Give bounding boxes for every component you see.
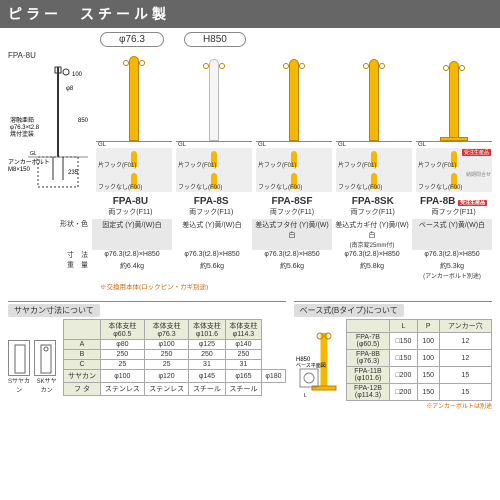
spec-wt-4: 約5.3kg(アンカーボルト別途) <box>412 260 492 281</box>
thumb-katahook: 片フック(F01) <box>96 148 172 170</box>
svg-text:GL: GL <box>30 151 37 157</box>
spec-height: H850 <box>184 32 246 47</box>
diagram-svg: 100 φ8 850 GL 235 溶融亜鉛 φ76.3×t2.8 焼付塗装 ア… <box>8 62 90 192</box>
svg-text:焼付塗装: 焼付塗装 <box>10 130 34 138</box>
spec-dim-2: φ76.3(t2.8)×H850 <box>252 250 332 260</box>
model-FPA-8SK: FPA-8SK 両フック(F11) <box>334 196 411 217</box>
product-FPA-8SF: GL片フック(F01)フックなし(F00) <box>256 51 332 194</box>
sayakan-table: 本体支柱φ60.5本体支柱φ76.3本体支柱φ101.6本体支柱φ114.3Aφ… <box>63 319 285 396</box>
header-title: ピラー スチール製 <box>8 6 170 22</box>
thumb-katahook: 片フック(F01) <box>176 148 252 170</box>
exchange-note: ※交換用本体(ロックピン・カギ別途) <box>8 281 492 291</box>
thumb-hooknashi: フックなし(F00) <box>256 170 332 192</box>
svg-text:溶融亜鉛: 溶融亜鉛 <box>10 116 34 124</box>
thumb-hooknashi: フックなし(F00) <box>176 170 252 192</box>
spec-wt-0: 約6.4kg <box>92 260 172 281</box>
spec-shape-2: 差込式フタ付 (Y)黄/(W)白 <box>252 219 332 250</box>
spec-dim-0: φ76.3(t2.8)×H850 <box>92 250 172 260</box>
sayakan-info: サヤカン寸法について Sサヤカン SKサヤカン 本体支柱φ60.5本体支柱φ76… <box>8 301 286 410</box>
label-wt: 重 量 <box>8 260 92 281</box>
model-FPA-8SF: FPA-8SF 両フック(F11) <box>254 196 331 217</box>
spec-dim-3: φ76.3(t2.8)×H850 <box>332 250 412 260</box>
product-row: GL片フック(F01)フックなし(F00)GL片フック(F01)フックなし(F0… <box>96 51 492 194</box>
model-FPA-8S: FPA-8S 両フック(F11) <box>173 196 250 217</box>
thumb-hooknashi: フックなし(F00) <box>336 170 412 192</box>
svg-text:アンカーボルト: アンカーボルト <box>8 158 50 166</box>
thumb-hooknashi: フックなし(F00)納期問合せ <box>416 170 492 192</box>
tech-diagram: FPA-8U 100 φ8 850 GL 235 溶融亜鉛 φ76.3×t2.8… <box>8 51 90 194</box>
top-spec-row: φ76.3 H850 <box>0 28 500 51</box>
spec-shape-3: 差込式カギ付 (Y)黄/(W)白(南京錠25mm付) <box>332 219 412 250</box>
product-FPA-8S: GL片フック(F01)フックなし(F00) <box>176 51 252 194</box>
product-FPA-8SK: GL片フック(F01)フックなし(F00) <box>336 51 412 194</box>
model-FPA-8B: FPA-8B 受注生産品両フック(F11) <box>415 196 492 217</box>
label-dim: 寸 法 <box>8 250 92 260</box>
model-name-row: FPA-8U 両フック(F11)FPA-8S 両フック(F11)FPA-8SF … <box>0 194 500 217</box>
spec-dim-4: φ76.3(t2.8)×H850 <box>412 250 492 260</box>
thumb-katahook: 片フック(F01) <box>336 148 412 170</box>
svg-text:φ8: φ8 <box>66 86 74 92</box>
sayakan-title: サヤカン寸法について <box>8 304 100 317</box>
spec-wt-3: 約5.8kg <box>332 260 412 281</box>
model-FPA-8U: FPA-8U 両フック(F11) <box>92 196 169 217</box>
diagram-label: FPA-8U <box>8 51 90 60</box>
spec-wt-1: 約5.6kg <box>172 260 252 281</box>
svg-text:850: 850 <box>78 118 89 124</box>
svg-text:M8×150: M8×150 <box>8 167 31 173</box>
spec-shape-4: ベース式 (Y)黄/(W)白 <box>412 219 492 250</box>
page-header: ピラー スチール製 <box>0 0 500 28</box>
spec-wt-2: 約5.6kg <box>252 260 332 281</box>
thumb-hooknashi: フックなし(F00) <box>96 170 172 192</box>
base-title: ベース式(Bタイプ)について <box>294 304 404 317</box>
thumb-katahook: 片フック(F01) <box>256 148 332 170</box>
svg-text:L: L <box>304 393 307 399</box>
spec-shape-0: 固定式 (Y)黄/(W)白 <box>92 219 172 250</box>
product-FPA-8B: GL片フック(F01)受注生産品フックなし(F00)納期問合せ <box>416 51 492 194</box>
spec-dim-1: φ76.3(t2.8)×H850 <box>172 250 252 260</box>
base-diagram: H850 ベース平面図 L <box>294 331 338 401</box>
product-FPA-8U: GL片フック(F01)フックなし(F00) <box>96 51 172 194</box>
thumb-katahook: 片フック(F01)受注生産品 <box>416 148 492 170</box>
sayakan-diagram: Sサヤカン SKサヤカン <box>8 319 59 394</box>
base-note: ※アンカーボルトは別途 <box>294 401 492 410</box>
svg-text:ベース平面図: ベース平面図 <box>296 363 326 369</box>
base-info: ベース式(Bタイプ)について H850 ベース平面図 L LPアンカー穴FPA-… <box>294 301 492 410</box>
spec-shape-1: 差込式 (Y)黄/(W)白 <box>172 219 252 250</box>
svg-text:100: 100 <box>72 72 83 78</box>
label-shape: 形状・色 <box>8 219 92 250</box>
spec-diameter: φ76.3 <box>100 32 164 47</box>
svg-text:235: 235 <box>68 170 79 176</box>
svg-text:φ76.3×t2.8: φ76.3×t2.8 <box>10 125 40 131</box>
base-table: LPアンカー穴FPA-7B(φ60.5)□15010012FPA-8B(φ76.… <box>346 319 492 401</box>
spec-grid: 形状・色固定式 (Y)黄/(W)白差込式 (Y)黄/(W)白差込式フタ付 (Y)… <box>0 217 500 293</box>
